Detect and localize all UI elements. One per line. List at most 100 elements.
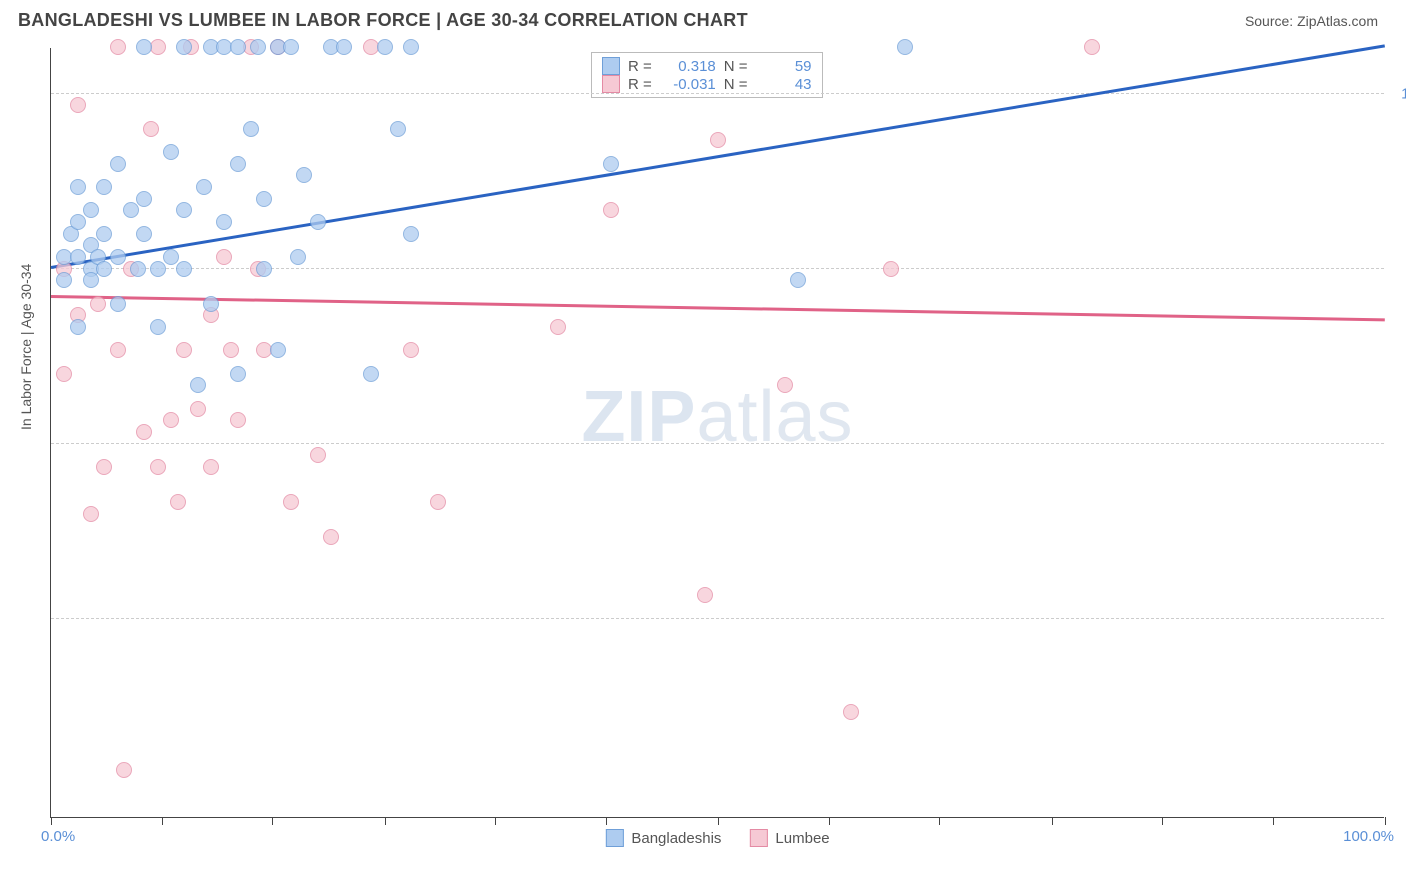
- data-point: [310, 447, 326, 463]
- data-point: [150, 261, 166, 277]
- data-point: [110, 296, 126, 312]
- data-point: [403, 342, 419, 358]
- source-label: Source:: [1245, 13, 1297, 29]
- data-point: [110, 156, 126, 172]
- data-point: [403, 226, 419, 242]
- x-axis-min-label: 0.0%: [41, 828, 75, 845]
- data-point: [310, 214, 326, 230]
- data-point: [196, 179, 212, 195]
- data-point: [130, 261, 146, 277]
- swatch-series-0: [605, 829, 623, 847]
- data-point: [203, 459, 219, 475]
- data-point: [136, 191, 152, 207]
- x-tick: [1162, 817, 1163, 825]
- data-point: [110, 39, 126, 55]
- n-label: N =: [724, 76, 748, 93]
- data-point: [70, 179, 86, 195]
- data-point: [216, 249, 232, 265]
- data-point: [70, 214, 86, 230]
- data-point: [843, 704, 859, 720]
- data-point: [136, 226, 152, 242]
- data-point: [190, 377, 206, 393]
- r-value-0: 0.318: [660, 58, 716, 75]
- data-point: [290, 249, 306, 265]
- r-label: R =: [628, 76, 652, 93]
- data-point: [216, 214, 232, 230]
- legend-item-0: Bangladeshis: [605, 829, 721, 847]
- data-point: [176, 342, 192, 358]
- data-point: [90, 296, 106, 312]
- data-point: [96, 226, 112, 242]
- data-point: [150, 459, 166, 475]
- data-point: [136, 424, 152, 440]
- data-point: [377, 39, 393, 55]
- data-point: [70, 319, 86, 335]
- data-point: [296, 167, 312, 183]
- chart-title: BANGLADESHI VS LUMBEE IN LABOR FORCE | A…: [18, 10, 748, 31]
- r-value-1: -0.031: [660, 76, 716, 93]
- data-point: [230, 412, 246, 428]
- trend-line: [51, 295, 1385, 321]
- stats-legend: R = 0.318 N = 59 R = -0.031 N = 43: [591, 52, 823, 98]
- swatch-series-1: [749, 829, 767, 847]
- data-point: [403, 39, 419, 55]
- x-tick: [495, 817, 496, 825]
- x-axis-max-label: 100.0%: [1343, 828, 1394, 845]
- x-tick: [829, 817, 830, 825]
- x-tick: [1385, 817, 1386, 825]
- data-point: [56, 272, 72, 288]
- data-point: [96, 459, 112, 475]
- data-point: [96, 261, 112, 277]
- data-point: [83, 272, 99, 288]
- legend-item-1: Lumbee: [749, 829, 829, 847]
- data-point: [223, 342, 239, 358]
- data-point: [83, 202, 99, 218]
- source-name: ZipAtlas.com: [1297, 13, 1378, 29]
- y-tick-label: 100.0%: [1401, 85, 1406, 102]
- data-point: [256, 261, 272, 277]
- gridline: [51, 93, 1384, 94]
- x-tick: [718, 817, 719, 825]
- data-point: [603, 202, 619, 218]
- data-point: [336, 39, 352, 55]
- data-point: [176, 261, 192, 277]
- data-point: [123, 202, 139, 218]
- data-point: [136, 39, 152, 55]
- stats-row-series-1: R = -0.031 N = 43: [602, 75, 812, 93]
- data-point: [70, 249, 86, 265]
- data-point: [150, 319, 166, 335]
- r-label: R =: [628, 58, 652, 75]
- data-point: [1084, 39, 1100, 55]
- data-point: [270, 342, 286, 358]
- data-point: [283, 39, 299, 55]
- data-point: [70, 97, 86, 113]
- data-point: [430, 494, 446, 510]
- data-point: [176, 39, 192, 55]
- legend-label-0: Bangladeshis: [631, 830, 721, 847]
- data-point: [710, 132, 726, 148]
- data-point: [110, 249, 126, 265]
- data-point: [190, 401, 206, 417]
- data-point: [203, 296, 219, 312]
- data-point: [230, 366, 246, 382]
- x-tick: [385, 817, 386, 825]
- swatch-series-1: [602, 75, 620, 93]
- data-point: [603, 156, 619, 172]
- data-point: [143, 121, 159, 137]
- data-point: [83, 506, 99, 522]
- x-tick: [51, 817, 52, 825]
- data-point: [56, 366, 72, 382]
- x-tick: [939, 817, 940, 825]
- watermark-light: atlas: [696, 377, 853, 457]
- n-value-0: 59: [756, 58, 812, 75]
- data-point: [116, 762, 132, 778]
- data-point: [250, 39, 266, 55]
- data-point: [283, 494, 299, 510]
- x-tick: [162, 817, 163, 825]
- y-axis-title: In Labor Force | Age 30-34: [18, 264, 34, 430]
- data-point: [163, 144, 179, 160]
- data-point: [243, 121, 259, 137]
- series-legend: Bangladeshis Lumbee: [605, 829, 829, 847]
- data-point: [790, 272, 806, 288]
- chart-source: Source: ZipAtlas.com: [1245, 13, 1378, 29]
